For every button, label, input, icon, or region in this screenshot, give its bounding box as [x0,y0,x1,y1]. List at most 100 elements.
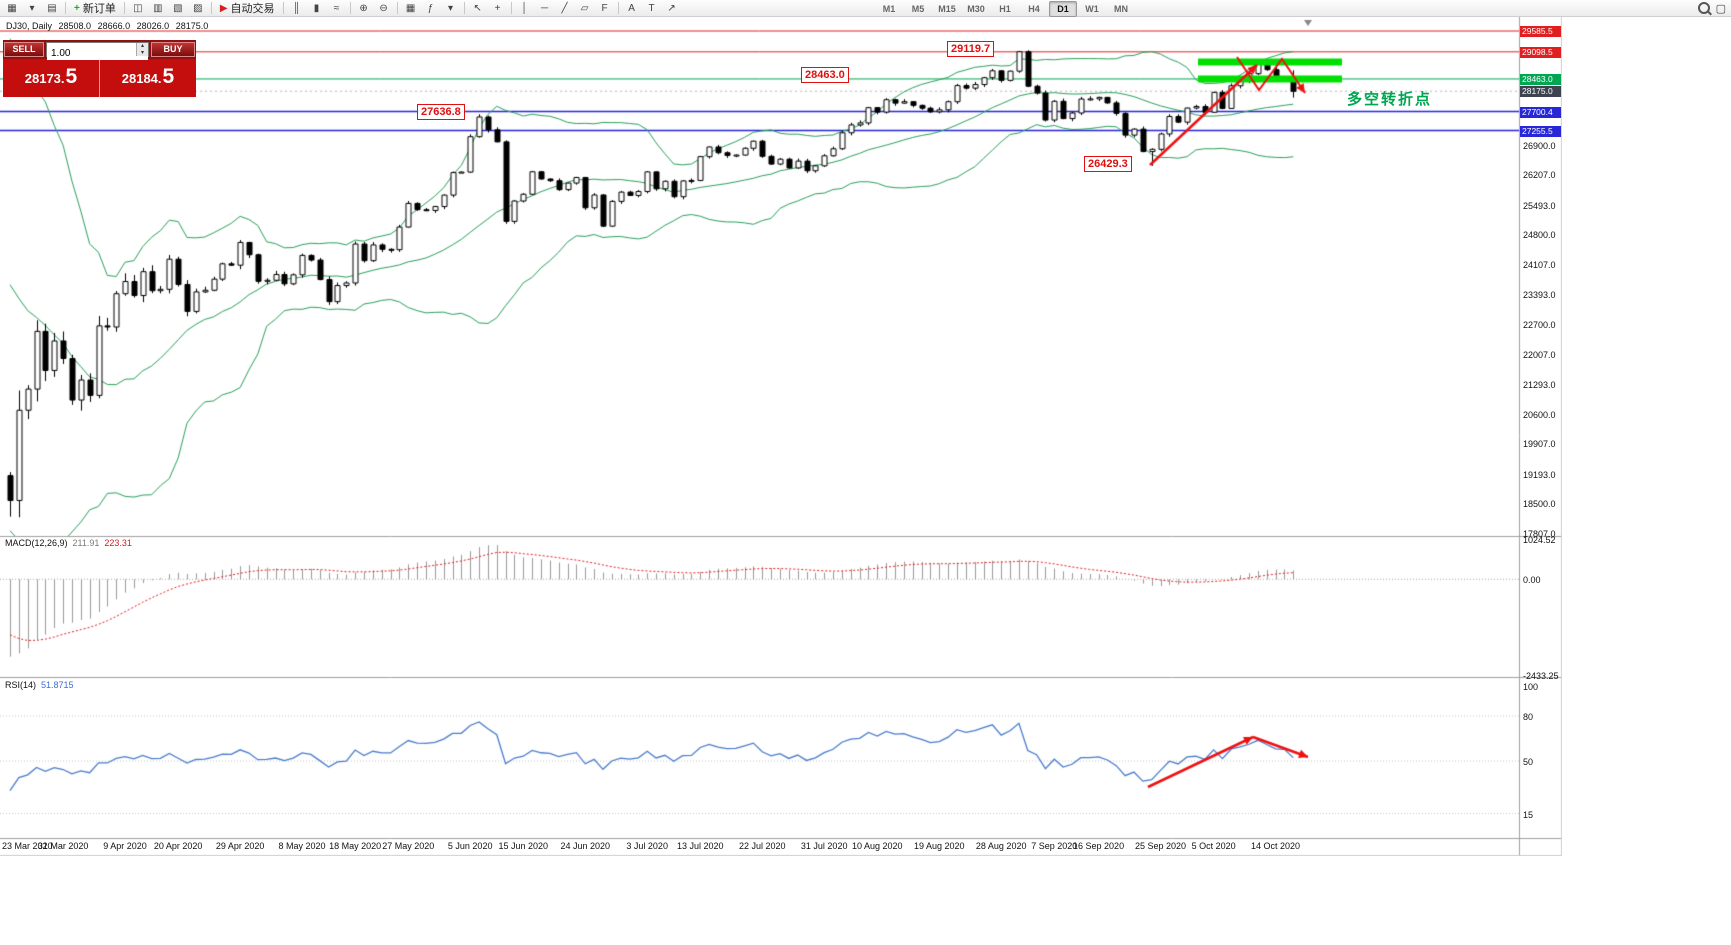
macd-signal-value: 223.31 [104,538,132,548]
ohlc-close: 28175.0 [175,21,209,31]
trade-panel-controls: SELL ▴ ▾ BUY [3,40,196,60]
toolbar-separator [463,2,465,14]
tile-windows-icon[interactable]: ▦ [401,0,421,17]
timeframe-d1-button[interactable]: D1 [1049,1,1077,17]
volume-down-button[interactable]: ▾ [136,49,148,56]
indicators-icon: ƒ [427,2,434,14]
toolbar-right-group: ▢ [1697,1,1726,15]
timeframe-mn-button[interactable]: MN [1114,4,1128,14]
trendline-icon[interactable]: ╱ [555,0,575,17]
line-chart-icon[interactable]: ≈ [327,0,347,17]
volume-up-button[interactable]: ▴ [136,43,148,50]
indicators-icon[interactable]: ƒ [421,0,441,17]
toolbar-separator [396,2,398,14]
profiles-icon[interactable]: ▤ [42,0,62,17]
terminal-icon: ▨ [193,2,203,14]
chart-window: DJ30, Daily 28508.0 28666.0 28026.0 2817… [0,17,1562,856]
search-icon[interactable] [1697,2,1710,14]
restore-window-icon[interactable]: ▢ [1715,2,1726,15]
terminal-icon[interactable]: ▨ [188,0,208,17]
vertical-line-icon: │ [521,2,528,14]
market-watch-icon: ◫ [133,2,143,14]
new-order-button[interactable]: + 新订单 [69,1,121,16]
ohlc-open: 28508.0 [58,21,92,31]
autotrading-button[interactable]: ▶ 自动交易 [215,1,280,16]
text-label-icon[interactable]: T [642,0,662,17]
zoom-out-icon[interactable]: ⊖ [374,0,394,17]
buy-price[interactable]: 28184. 5 [100,59,196,97]
line-chart-icon: ≈ [333,2,340,14]
indicators-dropdown-icon[interactable]: ▾ [441,0,461,17]
sell-price-int: 28173. [24,70,65,86]
volume-input[interactable] [47,47,148,60]
new-chart-icon[interactable]: ▦ [2,0,22,17]
market-watch-icon[interactable]: ◫ [128,0,148,17]
macd-main-value: 211.91 [72,538,100,548]
sell-button[interactable]: SELL [4,42,44,57]
timeframe-m5-button[interactable]: M5 [911,4,925,14]
arrows-icon: ↗ [667,2,676,14]
toolbar-separator [349,2,351,14]
data-window-icon[interactable]: ▥ [148,0,168,17]
new-chart-icon: ▦ [7,2,17,14]
candlestick-chart-icon[interactable]: ▮ [307,0,327,17]
rsi-label: RSI(14) 51.8715 [5,680,74,690]
bar-chart-icon[interactable]: ║ [287,0,307,17]
navigator-icon: ▧ [173,2,183,14]
toolbar-separator [210,2,212,14]
new-order-button-label: 新订单 [82,3,116,15]
rsi-name: RSI(14) [5,680,37,690]
chart-list-dropdown-icon[interactable]: ▾ [22,0,42,17]
horizontal-line-icon[interactable]: ─ [535,0,555,17]
trendline-icon: ╱ [561,2,568,14]
toolbar-separator [282,2,284,14]
search-icon [1697,2,1710,14]
timeframe-group: M1 M5 M15 M30 H1 H4 D1 W1 MN [875,1,1135,17]
profiles-icon: ▤ [47,2,57,14]
indicators-dropdown-icon: ▾ [448,2,454,14]
vertical-line-icon[interactable]: │ [515,0,535,17]
zoom-out-icon: ⊖ [379,2,388,14]
timeframe-h1-button[interactable]: H1 [999,4,1011,14]
equidistant-channel-icon: ▱ [580,2,589,14]
chart-list-dropdown-icon: ▾ [29,2,35,14]
sell-price[interactable]: 28173. 5 [3,59,100,97]
volume-field: ▴ ▾ [46,42,149,60]
timeframe-m15-button[interactable]: M15 [938,4,956,14]
turning-point-note[interactable]: 多空转折点 [1347,91,1433,108]
timeframe-m1-button[interactable]: M1 [882,4,896,14]
buy-price-int: 28184. [121,70,162,86]
rsi-value: 51.8715 [41,680,74,690]
buy-button[interactable]: BUY [151,42,195,57]
zoom-in-icon: ⊕ [359,2,368,14]
zoom-in-icon[interactable]: ⊕ [354,0,374,17]
candlestick-chart-icon: ▮ [313,2,320,14]
macd-label: MACD(12,26,9) 211.91 223.31 [5,538,132,548]
one-click-trade-panel: SELL ▴ ▾ BUY 28173. 5 28184. 5 [3,40,196,97]
text-icon: A [628,2,635,14]
timeframe-w1-button[interactable]: W1 [1085,4,1099,14]
text-icon[interactable]: A [622,0,642,17]
buy-price-big-digit: 5 [162,65,175,88]
timeframe-h4-button[interactable]: H4 [1028,4,1040,14]
toolbar-separator [617,2,619,14]
cursor-icon[interactable]: ↖ [468,0,488,17]
arrows-icon[interactable]: ↗ [662,0,682,17]
toolbar: ▦ ▾ ▤ + 新订单 ◫ ▥ ▧ ▨ ▶ 自动交易 ║ ▮ ≈ ⊕ ⊖ ▦ ƒ ▾ ↖ + │ ─ ╱ ▱ F A T ↗ M1 M5 M… [0,0,1731,17]
timeframe-m30-button[interactable]: M30 [967,4,985,14]
sell-price-big-digit: 5 [65,65,78,88]
macd-name: MACD(12,26,9) [5,538,68,548]
text-label-icon: T [648,2,655,14]
data-window-icon: ▥ [153,2,163,14]
crosshair-icon[interactable]: + [488,0,508,17]
horizontal-line-icon: ─ [541,2,549,14]
autotrading-button-icon: ▶ [219,2,228,14]
navigator-icon[interactable]: ▧ [168,0,188,17]
toolbar-separator [123,2,125,14]
ohlc-high: 28666.0 [97,21,131,31]
equidistant-channel-icon[interactable]: ▱ [575,0,595,17]
fibonacci-icon[interactable]: F [595,0,615,17]
tile-windows-icon: ▦ [405,2,416,14]
cursor-icon: ↖ [473,2,482,14]
price-chart-canvas[interactable] [0,17,1562,856]
